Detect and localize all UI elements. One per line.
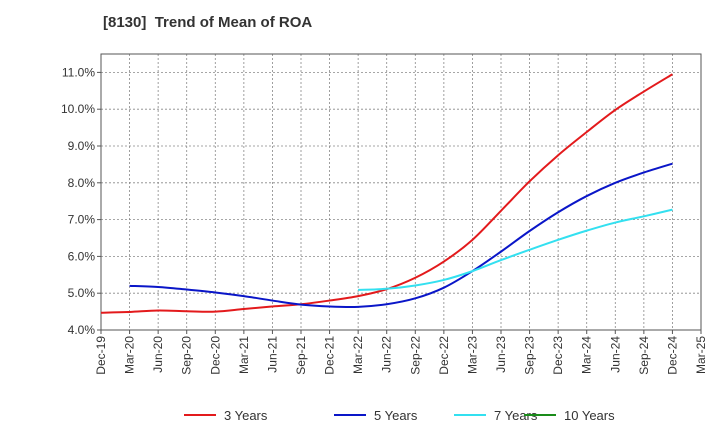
y-tick-label: 11.0% <box>62 65 95 79</box>
x-tick-label: Sep-24 <box>637 336 651 375</box>
legend-label-3-years: 3 Years <box>224 408 268 423</box>
y-tick-label: 6.0% <box>68 249 96 263</box>
y-tick-label: 7.0% <box>68 213 96 227</box>
y-tick-label: 4.0% <box>68 323 96 337</box>
legend-label-10-years: 10 Years <box>564 408 615 423</box>
x-tick-label: Dec-23 <box>551 336 565 375</box>
series-layer <box>100 73 673 314</box>
x-tick-label: Sep-23 <box>523 336 537 375</box>
x-tick-label: Jun-22 <box>380 336 394 373</box>
series-line-7-years <box>358 208 673 291</box>
y-tick-label: 8.0% <box>68 176 96 190</box>
x-tick-label: Jun-24 <box>608 336 622 373</box>
y-tick-label: 10.0% <box>61 102 95 116</box>
x-tick-label: Mar-20 <box>123 336 137 374</box>
legend-label-7-years: 7 Years <box>494 408 538 423</box>
legend-label-5-years: 5 Years <box>374 408 418 423</box>
x-tick-label: Sep-20 <box>180 336 194 375</box>
plot-frame <box>100 53 702 331</box>
x-tick-label: Dec-21 <box>323 336 337 375</box>
x-tick-label: Sep-21 <box>294 336 308 375</box>
x-tick-label: Dec-22 <box>437 336 451 375</box>
x-tick-label: Jun-20 <box>151 336 165 373</box>
y-tick-label: 9.0% <box>68 139 96 153</box>
x-tick-label: Sep-22 <box>408 336 422 375</box>
grid-layer <box>101 54 701 330</box>
x-tick-label: Mar-25 <box>694 336 708 374</box>
legend-layer: 3 Years 5 Years 7 Years 10 Years <box>184 408 615 423</box>
chart-title: [8130] Trend of Mean of ROA <box>103 14 313 31</box>
x-tick-label: Mar-21 <box>237 336 251 374</box>
x-tick-label: Dec-19 <box>94 336 108 375</box>
x-tick-label: Jun-21 <box>265 336 279 373</box>
x-tick-label: Mar-24 <box>580 336 594 374</box>
x-tick-label: Dec-20 <box>208 336 222 375</box>
y-tick-label: 5.0% <box>68 286 96 300</box>
axis-layer: 4.0% 5.0% 6.0% 7.0% 8.0% 9.0% 10.0% 11.0% Dec-19… <box>61 53 708 375</box>
series-line-5-years <box>129 162 673 308</box>
x-tick-label: Mar-22 <box>351 336 365 374</box>
x-tick-label: Dec-24 <box>665 336 679 375</box>
x-tick-label: Jun-23 <box>494 336 508 373</box>
x-tick-label: Mar-23 <box>465 336 479 374</box>
